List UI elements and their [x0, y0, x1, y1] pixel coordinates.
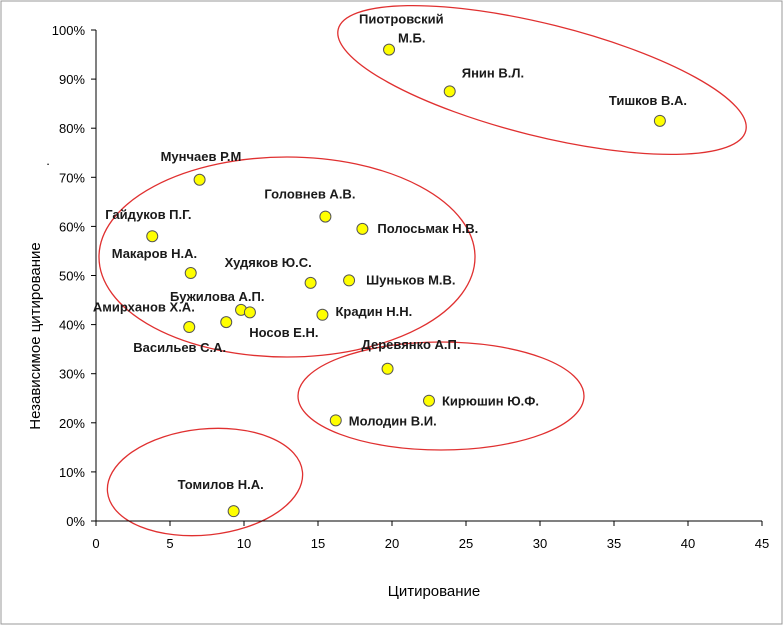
data-point: [220, 316, 233, 329]
y-axis-title: Независимое цитирование: [27, 242, 44, 430]
data-point: [443, 85, 456, 98]
y-ticks: 0% 10% 20% 30% 40% 50% 60% 70% 80% 90% 100%: [52, 23, 96, 529]
y-tick-label: 40%: [59, 318, 85, 333]
y-tick-label: 100%: [52, 23, 86, 38]
point-label: Томилов Н.А.: [178, 477, 264, 492]
cluster-ellipse-bottom-left: [106, 427, 304, 537]
point-label: Васильев С.А.: [133, 340, 226, 355]
data-point: [304, 276, 317, 289]
x-tick-label: 40: [681, 536, 695, 551]
data-point: [184, 267, 197, 280]
point-label: Бужилова А.П.: [170, 289, 264, 304]
y-tick-label: 80%: [59, 121, 85, 136]
point-label: Тишков В.А.: [609, 93, 687, 108]
x-tick-label: 35: [607, 536, 621, 551]
data-point: [343, 274, 356, 287]
cluster-ellipse-middle-right: [297, 341, 585, 451]
point-label: Макаров Н.А.: [112, 246, 197, 261]
x-ticks: 0 5 10 15 20 25 30 35 40 45: [92, 521, 769, 551]
point-label: Мунчаев Р.М: [161, 149, 242, 164]
y-tick-label: 60%: [59, 219, 85, 234]
y-tick-label: 0%: [66, 514, 85, 529]
data-point: [243, 306, 256, 319]
point-label: Деревянко А.П.: [362, 337, 461, 352]
point-label: Кирюшин Ю.Ф.: [442, 394, 539, 409]
y-tick-label: 70%: [59, 170, 85, 185]
point-label: Худяков Ю.С.: [225, 255, 312, 270]
x-tick-label: 10: [237, 536, 251, 551]
point-label: Полосьмак Н.В.: [377, 221, 478, 236]
point-label: Гайдуков П.Г.: [105, 207, 191, 222]
y-tick-label: 50%: [59, 269, 85, 284]
y-tick-label: 20%: [59, 416, 85, 431]
data-point: [193, 173, 206, 186]
x-tick-label: 45: [755, 536, 769, 551]
x-tick-label: 15: [311, 536, 325, 551]
point-label: Пиотровский М.Б.: [359, 12, 444, 46]
x-tick-label: 0: [92, 536, 99, 551]
y-tick-label: 90%: [59, 72, 85, 87]
point-label: Крадин Н.Н.: [335, 304, 412, 319]
x-axis-title: Цитирование: [388, 583, 481, 600]
point-labels: Пиотровский М.Б. Янин В.Л. Тишков В.А. Мунча…: [93, 12, 687, 493]
data-point: [329, 414, 342, 427]
x-tick-label: 5: [166, 536, 173, 551]
data-point: [423, 394, 435, 407]
data-point: [653, 114, 666, 127]
data-point: [319, 210, 332, 223]
point-label: Головнев А.В.: [264, 187, 355, 202]
point-label: Амирханов Х.А.: [93, 299, 195, 314]
cluster-ellipse-top-right: [337, 4, 747, 156]
y-tick-label: 10%: [59, 465, 85, 480]
data-point: [146, 230, 159, 243]
x-tick-label: 20: [385, 536, 399, 551]
cluster-ellipse-middle-left: [98, 156, 476, 358]
point-label: Носов Е.Н.: [249, 325, 318, 340]
point-label: Янин В.Л.: [462, 65, 524, 80]
x-tick-label: 25: [459, 536, 473, 551]
data-point: [383, 43, 396, 56]
y-tick-label: 30%: [59, 367, 85, 382]
data-point: [227, 505, 240, 518]
point-label: Молодин В.И.: [349, 413, 437, 428]
data-point: [316, 308, 329, 321]
cluster-ellipses: [98, 4, 747, 537]
x-tick-label: 30: [533, 536, 547, 551]
y-axis-stray-mark: .: [46, 153, 50, 168]
point-label: Шуньков М.В.: [366, 272, 455, 287]
data-point: [183, 321, 196, 334]
data-points: [146, 43, 666, 518]
data-point: [381, 362, 394, 375]
data-point: [356, 222, 369, 235]
